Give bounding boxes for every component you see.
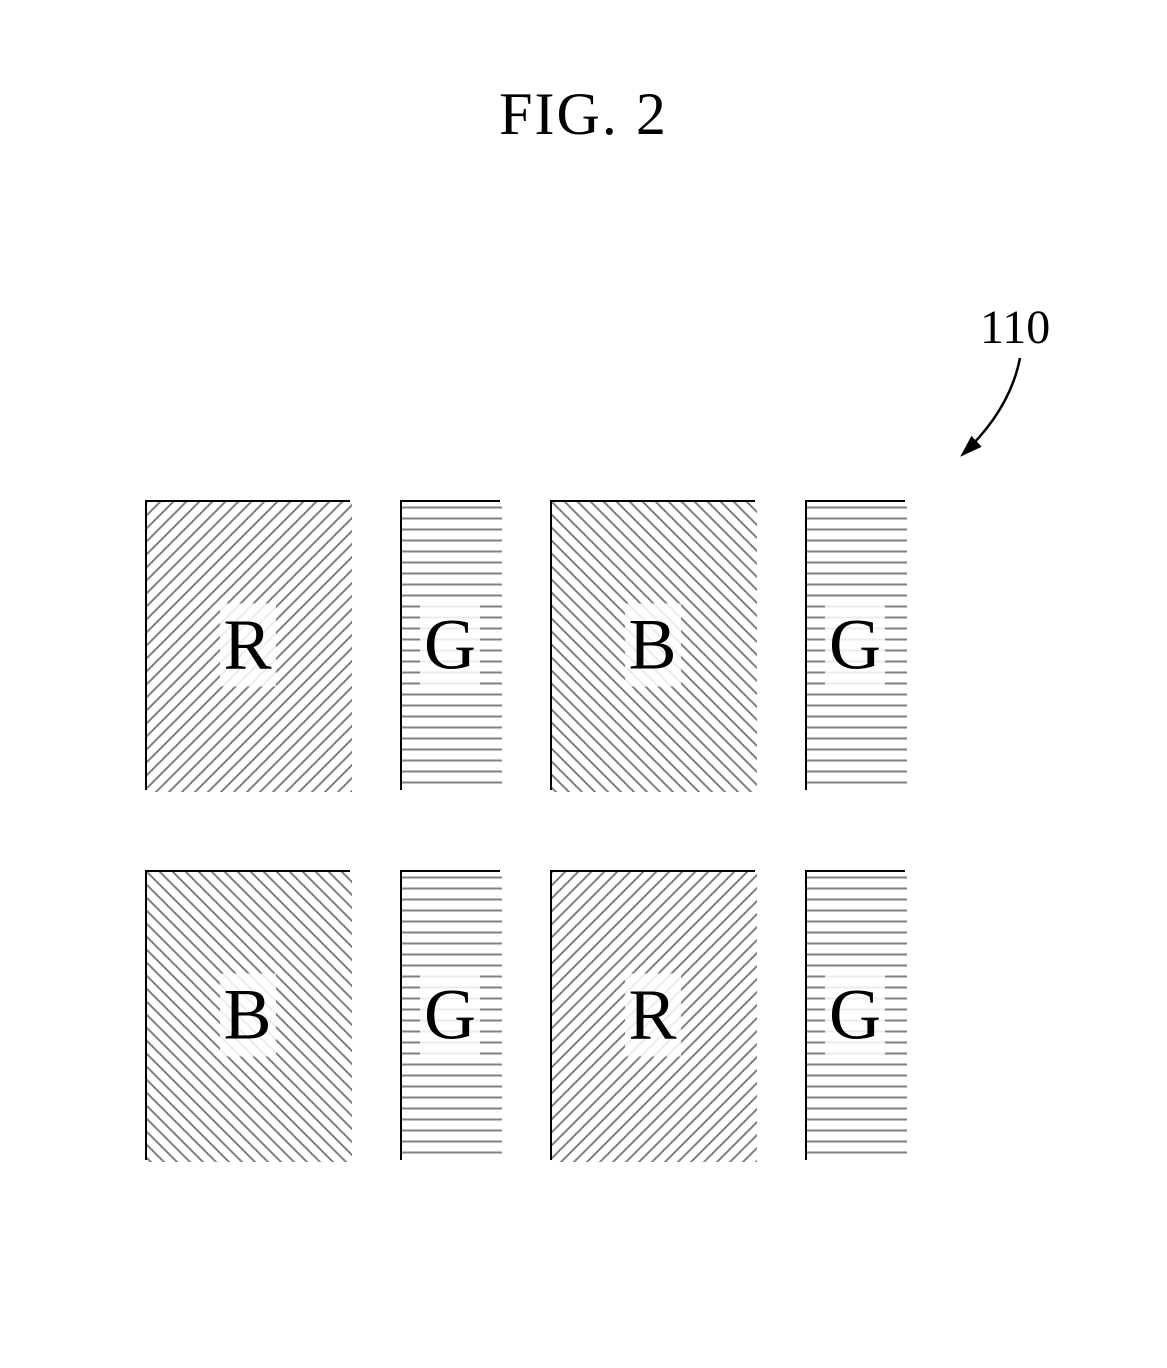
- pixel-b-cell: B: [550, 500, 755, 790]
- pixel-label: G: [825, 604, 885, 687]
- pixel-g-cell: G: [805, 870, 905, 1160]
- pixel-label: R: [219, 604, 275, 687]
- pixel-b-cell: B: [145, 870, 350, 1160]
- pixel-label: B: [219, 974, 275, 1057]
- pixel-g-cell: G: [400, 870, 500, 1160]
- pixel-r-cell: R: [550, 870, 755, 1160]
- figure-title: FIG. 2: [499, 80, 668, 149]
- pixel-label: B: [624, 604, 680, 687]
- pixel-label: R: [624, 974, 680, 1057]
- pixel-label: G: [420, 604, 480, 687]
- pixel-g-cell: G: [400, 500, 500, 790]
- reference-numeral: 110: [980, 300, 1050, 355]
- pixel-g-cell: G: [805, 500, 905, 790]
- pixel-label: G: [825, 974, 885, 1057]
- pixel-r-cell: R: [145, 500, 350, 790]
- pixel-label: G: [420, 974, 480, 1057]
